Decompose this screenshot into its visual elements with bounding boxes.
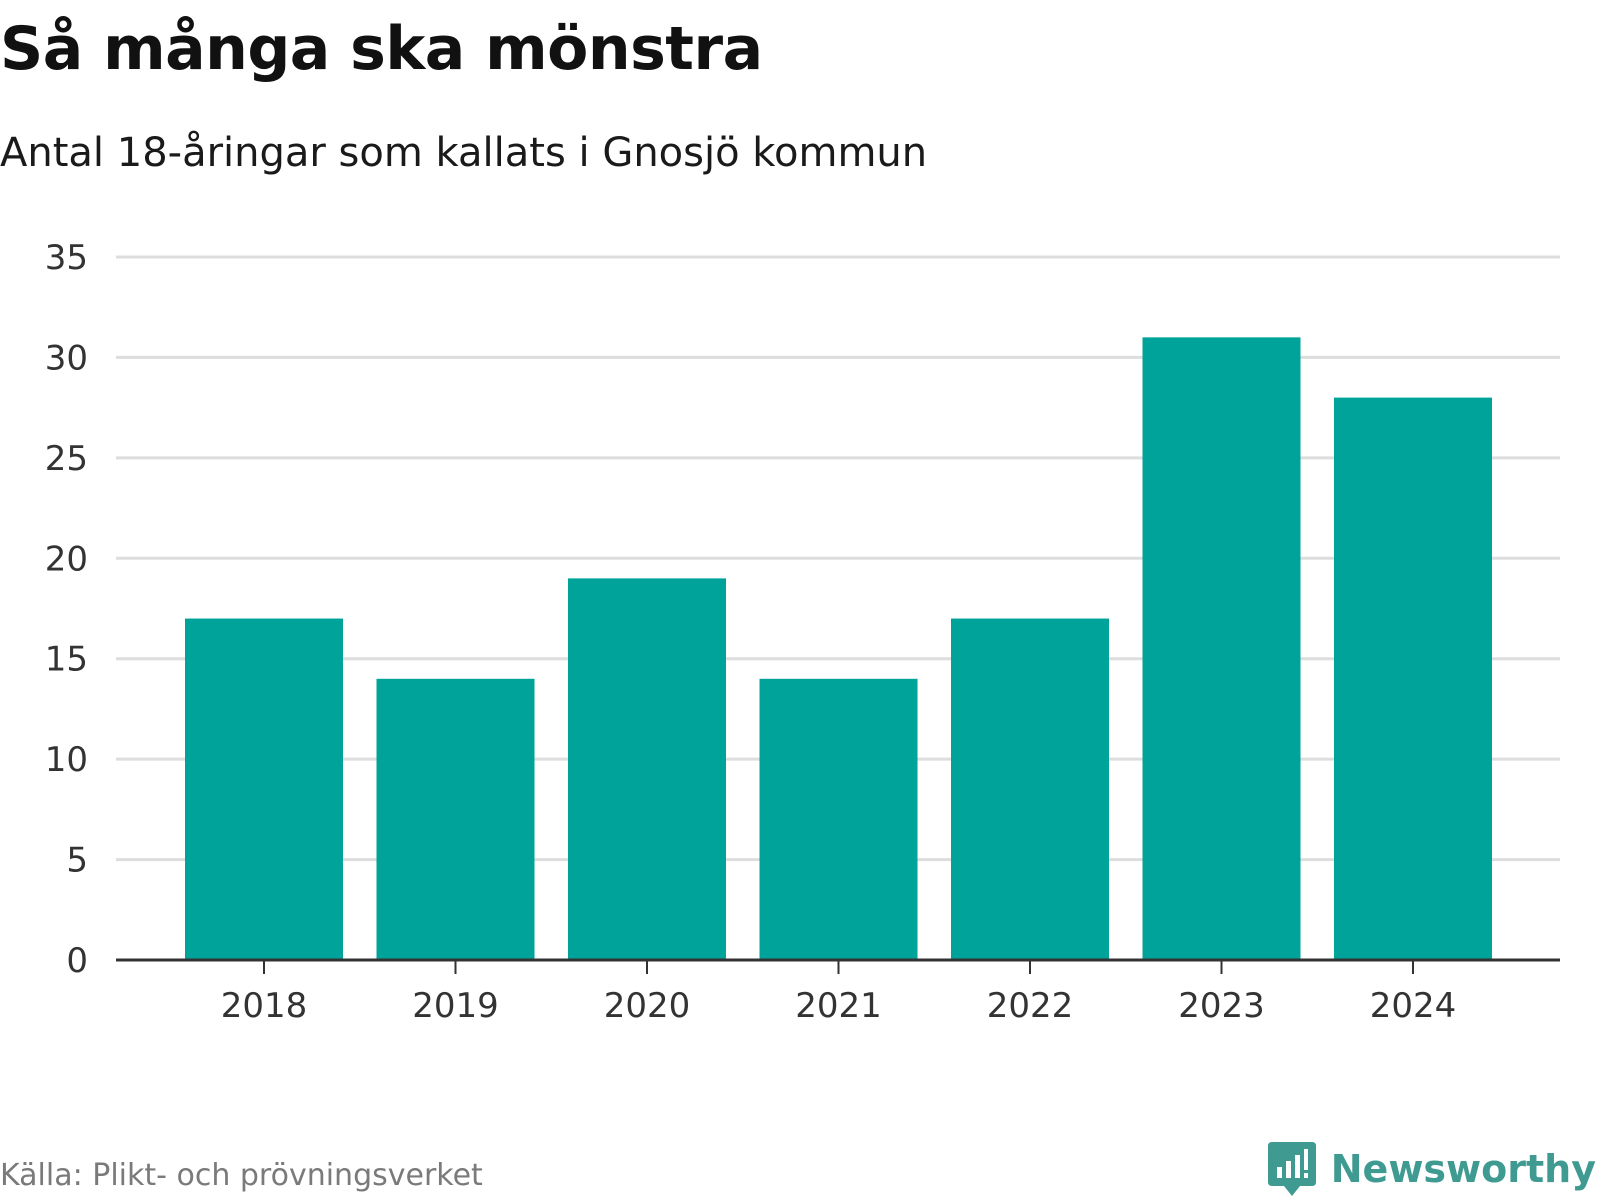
chart-title: Så många ska mönstra	[0, 14, 763, 84]
gridlines	[116, 255, 1560, 862]
bar	[376, 678, 535, 960]
bar	[568, 578, 726, 960]
x-tick-label: 2018	[221, 986, 308, 1026]
y-tick-label: 5	[66, 841, 88, 881]
y-tick-label: 10	[45, 740, 88, 780]
x-tick-label: 2022	[987, 986, 1074, 1026]
x-tick-label: 2019	[412, 986, 499, 1026]
y-tick-label: 35	[45, 238, 88, 278]
brand-name: Newsworthy	[1330, 1147, 1596, 1191]
bar	[185, 618, 343, 960]
chart-subtitle: Antal 18-åringar som kallats i Gnosjö ko…	[0, 130, 928, 176]
y-tick-label: 30	[45, 338, 88, 378]
bar	[1334, 397, 1492, 961]
newsworthy-logo-icon	[1267, 1142, 1316, 1196]
y-tick-label: 15	[45, 640, 88, 680]
y-tick-label: 25	[45, 439, 88, 479]
x-tick-label: 2021	[795, 986, 882, 1026]
axes: 0 5 10 15 20 25 30 35 2018 2019 2020 2021 2022 2023 20…	[45, 238, 1560, 1026]
brand-logo: Newsworthy	[1267, 1140, 1596, 1198]
source-note: Källa: Plikt- och prövningsverket	[0, 1158, 483, 1193]
y-tick-label: 0	[66, 941, 88, 981]
x-tick-label: 2023	[1178, 986, 1265, 1026]
bar	[759, 678, 918, 960]
bars	[185, 337, 1492, 961]
x-tick-label: 2020	[604, 986, 691, 1026]
bar	[951, 618, 1109, 960]
bar	[1142, 337, 1301, 960]
y-tick-label: 20	[45, 539, 88, 579]
x-tick-label: 2024	[1370, 986, 1457, 1026]
bar-chart: 0 5 10 15 20 25 30 35 2018 2019 2020 2021 2022 2023 20…	[45, 238, 1560, 1026]
